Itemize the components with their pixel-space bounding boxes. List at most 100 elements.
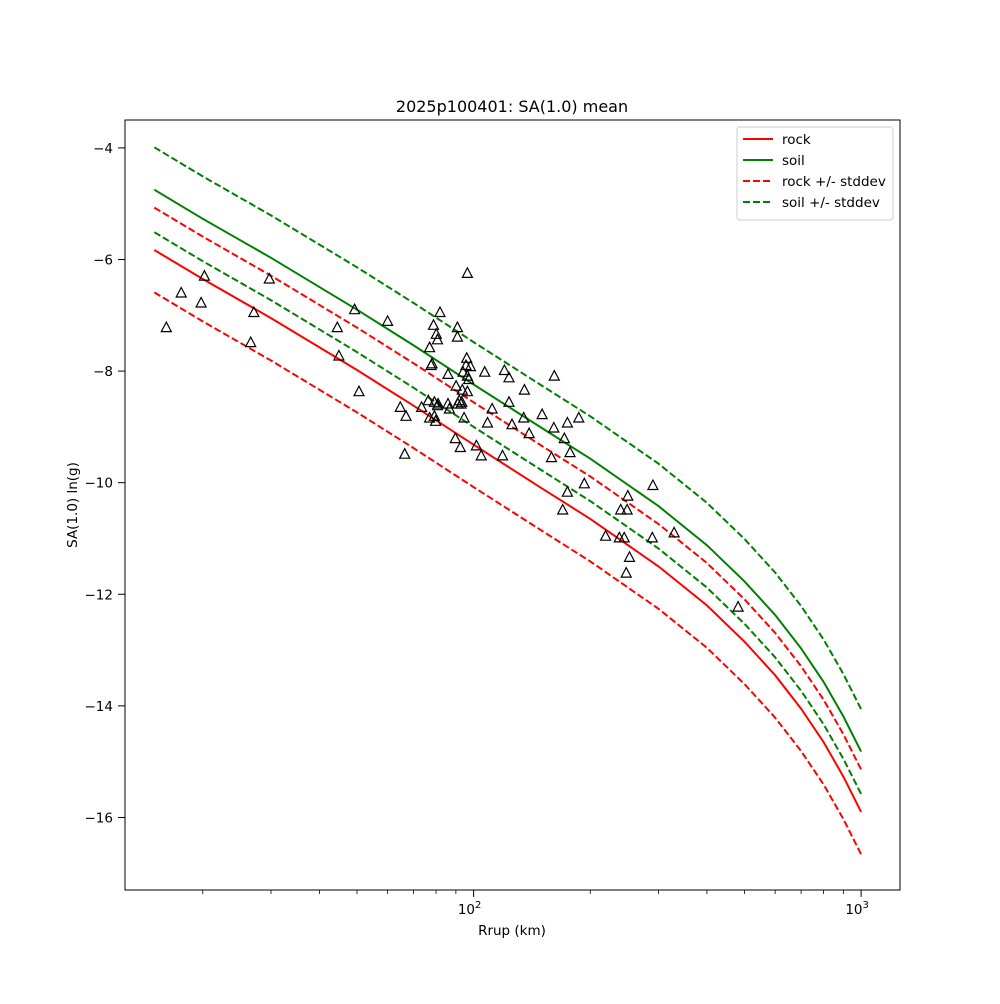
y-axis-label: SA(1.0) ln(g) [65, 462, 81, 548]
observation-point [556, 503, 569, 515]
legend-label: soil [782, 153, 805, 169]
observation-point [464, 359, 477, 372]
observation-point [578, 477, 591, 489]
observation-point [394, 400, 407, 412]
observation-point [400, 409, 412, 421]
legend: rock soil rock +/- stddev soil +/- stddev [736, 126, 894, 221]
observation-point [599, 529, 612, 541]
plot-layer [153, 146, 862, 855]
legend-label: rock [782, 132, 811, 148]
observation-point [175, 286, 188, 298]
observation-point [621, 489, 634, 501]
observation-point [456, 383, 469, 395]
y-tick-label: −8 [93, 364, 113, 380]
observation-point [332, 349, 345, 361]
y-tick-label: −12 [85, 587, 114, 603]
observation-point [478, 365, 491, 377]
observation-point [561, 485, 574, 497]
observation-point [564, 445, 576, 458]
observation-point [353, 384, 365, 397]
observation-point [461, 266, 474, 278]
observation-point [427, 318, 440, 330]
observation-point [160, 320, 173, 333]
observation-point [668, 526, 681, 538]
observation-point [620, 566, 633, 578]
observation-point [486, 402, 499, 414]
observation-point [646, 531, 659, 543]
y-tick-label: −6 [93, 252, 113, 268]
chart-title: 2025p100401: SA(1.0) mean [396, 97, 628, 116]
observation-point [475, 449, 488, 461]
observation-point [422, 393, 435, 406]
observation-point [518, 383, 531, 395]
series-line-4 [153, 291, 862, 855]
series-line-6 [153, 231, 862, 795]
observation-point [517, 411, 530, 423]
observation-point [430, 327, 443, 339]
observation-point [263, 272, 276, 284]
observation-point [432, 397, 445, 409]
observation-point [561, 416, 574, 428]
observation-point [558, 431, 571, 444]
x-tick-exponent: 3 [863, 900, 869, 911]
observation-point [434, 305, 446, 318]
observation-point [381, 314, 394, 326]
observation-point [429, 414, 442, 426]
observation-point [457, 365, 469, 377]
observation-point [545, 450, 558, 463]
observation-point [423, 411, 436, 423]
observation-point [455, 395, 468, 407]
observation-point [198, 269, 211, 281]
observation-point [618, 531, 631, 543]
observation-point [426, 357, 438, 369]
observation-point [623, 550, 636, 563]
observation-point [536, 407, 549, 420]
observation-point [548, 369, 561, 381]
x-tick-exponent: 2 [475, 900, 481, 911]
observation-point [523, 426, 536, 439]
observation-point [398, 447, 411, 459]
observation-point [458, 411, 471, 423]
observation-point [732, 600, 745, 612]
observation-point [449, 431, 462, 444]
observation-point [454, 440, 467, 453]
observation-point [431, 333, 444, 345]
observation-point [496, 449, 509, 461]
observation-point [423, 340, 436, 353]
observation-point [450, 379, 463, 391]
observation-point [462, 372, 475, 385]
observation-point [572, 411, 585, 423]
legend-label: soil +/- stddev [782, 195, 880, 211]
x-axis-label: Rrup (km) [478, 923, 546, 939]
observation-point [646, 478, 659, 491]
observation-point [195, 296, 208, 308]
observation-point [460, 351, 473, 363]
observation-point [506, 417, 518, 430]
observation-point [503, 395, 515, 407]
series-line-1 [153, 249, 862, 813]
observation-point [247, 305, 260, 318]
legend-label: rock +/- stddev [782, 174, 886, 190]
series-line-5 [153, 146, 862, 710]
observation-point [451, 330, 464, 342]
observation-point [443, 402, 456, 414]
y-tick-label: −16 [85, 810, 114, 826]
observation-point [442, 397, 454, 409]
observation-point [428, 409, 441, 421]
observation-point [461, 384, 474, 397]
series-line-2 [153, 188, 862, 753]
observation-point [470, 439, 483, 451]
observation-point [481, 416, 494, 428]
axes-layer: 102 103−4−6−8−10−12−14−16 [85, 119, 901, 918]
observation-point [614, 503, 627, 515]
y-tick-label: −14 [85, 699, 114, 715]
observation-point [348, 302, 361, 315]
observation-point [503, 371, 515, 383]
observation-point [442, 367, 454, 379]
y-tick-label: −10 [85, 476, 114, 492]
observation-point [415, 400, 428, 412]
observation-point [621, 503, 634, 515]
y-tick-label: −4 [93, 141, 113, 157]
